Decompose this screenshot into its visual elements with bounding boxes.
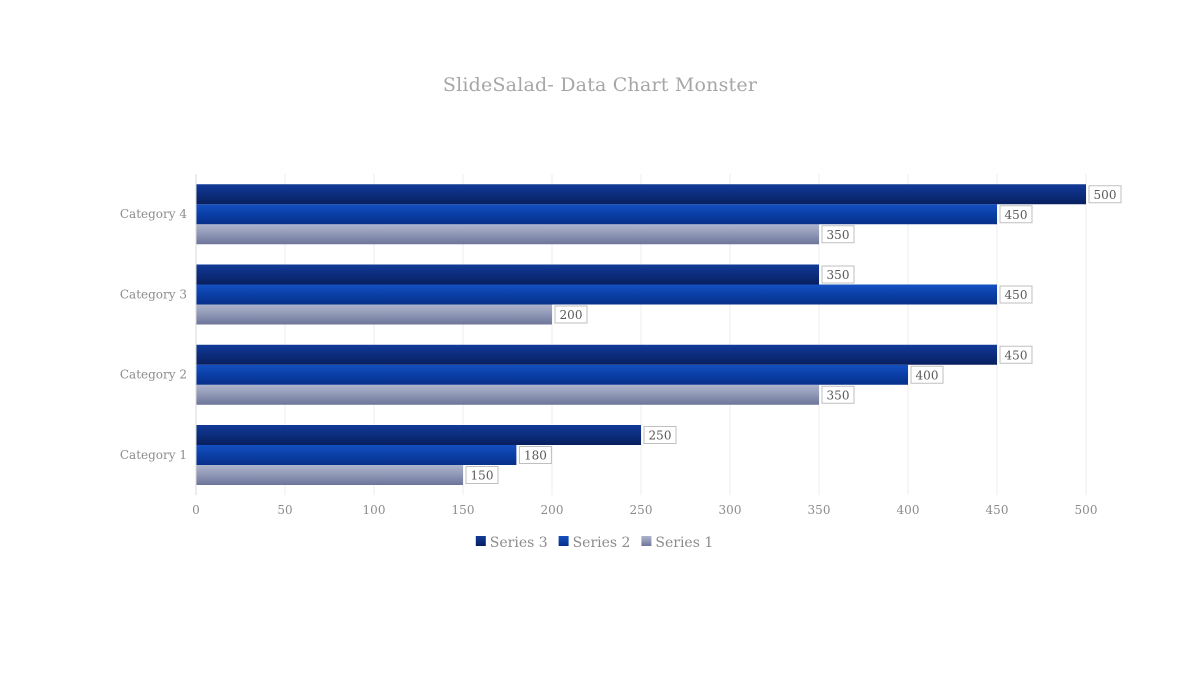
bar-series-1-category-2 — [196, 384, 819, 405]
legend-label: Series 1 — [655, 535, 713, 551]
x-tick-label: 300 — [719, 503, 742, 517]
data-label: 350 — [821, 225, 855, 244]
data-label: 180 — [518, 446, 552, 464]
legend-swatch — [475, 536, 486, 546]
data-label-text: 250 — [649, 429, 672, 443]
data-label-text: 150 — [471, 469, 494, 483]
data-label-text: 500 — [1094, 188, 1117, 202]
bar-series-3-category-4 — [196, 184, 1086, 205]
bar-series-1-category-1 — [196, 465, 463, 485]
data-label-text: 400 — [916, 368, 939, 382]
bar-series-1-category-4 — [196, 224, 819, 245]
data-label: 350 — [821, 385, 855, 404]
data-label-text: 350 — [827, 228, 850, 242]
category-label: Category 1 — [120, 448, 187, 462]
x-tick-label: 250 — [630, 503, 653, 517]
legend-label: Series 3 — [490, 535, 548, 551]
category-label: Category 3 — [120, 287, 187, 301]
x-tick-label: 350 — [808, 503, 831, 517]
x-tick-label: 500 — [1075, 503, 1098, 517]
chart-title: SlideSalad- Data Chart Monster — [442, 74, 758, 96]
legend-swatch — [641, 536, 652, 546]
axes: 0 50 100 150 200 250 300 350 400 450 500 Category 1… — [120, 174, 1098, 517]
bar-series-2-category-1 — [196, 445, 517, 465]
data-label: 500 — [1088, 185, 1122, 204]
data-label-text: 350 — [827, 388, 850, 402]
legend-label: Series 2 — [573, 535, 631, 551]
data-label: 450 — [999, 285, 1033, 304]
legend-item-series-3: Series 3 — [475, 535, 548, 551]
x-tick-label: 0 — [192, 503, 200, 517]
data-label-text: 200 — [560, 308, 583, 322]
bar-series-3-category-1 — [196, 425, 641, 445]
x-tick-label: 50 — [277, 503, 292, 517]
bar-series-2-category-4 — [196, 204, 997, 225]
data-label: 400 — [910, 365, 944, 384]
x-tick-label: 200 — [541, 503, 564, 517]
legend-item-series-1: Series 1 — [641, 535, 713, 551]
data-label: 250 — [643, 426, 677, 444]
x-tick-label: 450 — [986, 503, 1009, 517]
data-label-text: 450 — [1005, 288, 1028, 302]
bars — [196, 184, 1086, 485]
data-label: 200 — [554, 305, 588, 324]
data-label-text: 450 — [1005, 208, 1028, 222]
category-label: Category 2 — [120, 368, 187, 382]
data-label: 450 — [999, 205, 1033, 224]
data-label: 450 — [999, 345, 1033, 364]
x-tick-label: 100 — [363, 503, 386, 517]
bar-series-2-category-3 — [196, 284, 997, 305]
bar-series-2-category-2 — [196, 364, 908, 385]
legend-swatch — [558, 536, 569, 546]
bar-series-1-category-3 — [196, 304, 552, 325]
data-label: 350 — [821, 265, 855, 284]
x-tick-label: 150 — [452, 503, 475, 517]
legend: Series 3 Series 2 Series 1 — [475, 535, 713, 551]
x-tick-label: 400 — [897, 503, 920, 517]
legend-item-series-2: Series 2 — [558, 535, 631, 551]
data-label-text: 450 — [1005, 348, 1028, 362]
data-label-text: 350 — [827, 268, 850, 282]
data-label: 150 — [465, 466, 499, 484]
data-labels: 150 180 250 350 400 450 200 450 350 350 450 500 — [465, 185, 1122, 484]
bar-series-3-category-3 — [196, 264, 819, 285]
category-label: Category 4 — [120, 207, 187, 221]
bar-series-3-category-2 — [196, 344, 997, 365]
data-label-text: 180 — [524, 449, 547, 463]
